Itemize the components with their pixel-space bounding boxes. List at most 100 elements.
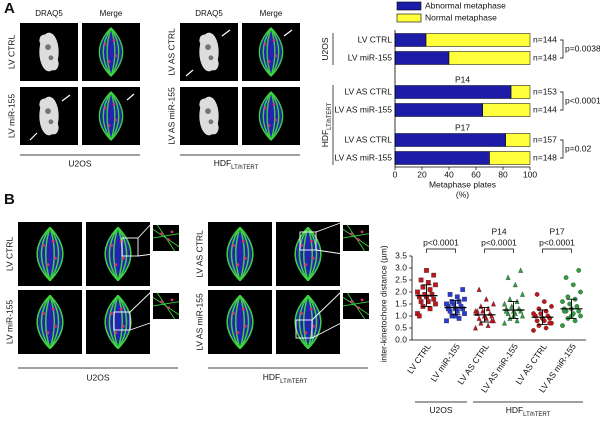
y-tick-label: 2.5 bbox=[395, 274, 407, 284]
data-point bbox=[462, 296, 467, 302]
x-tick-label: 0 bbox=[393, 169, 398, 179]
data-point bbox=[462, 311, 467, 316]
group-sub: LT/hTERT bbox=[327, 102, 333, 129]
data-point bbox=[561, 308, 567, 314]
column-header: Merge bbox=[260, 9, 283, 18]
x-tick-label: 60 bbox=[471, 169, 481, 179]
row-label: LV AS CTRL bbox=[166, 28, 176, 76]
group-name: U2OS bbox=[320, 37, 330, 60]
bar-segment bbox=[394, 33, 427, 47]
data-point bbox=[512, 281, 518, 288]
y-axis-label: inter-kinetochore distance (µm) bbox=[378, 245, 388, 363]
data-point bbox=[424, 268, 429, 273]
data-point bbox=[520, 291, 525, 297]
p-bracket bbox=[426, 248, 456, 253]
n-label: n=148 bbox=[533, 52, 557, 62]
data-point bbox=[478, 320, 484, 326]
p-label: p<0.0001 bbox=[481, 237, 517, 247]
bar-segment bbox=[394, 151, 490, 165]
micrograph-inset bbox=[343, 292, 369, 320]
data-point bbox=[474, 308, 480, 314]
data-point bbox=[563, 275, 569, 280]
data-point bbox=[433, 301, 438, 307]
bar-segment bbox=[394, 85, 512, 99]
group-name: U2OS bbox=[429, 405, 452, 415]
p-label: p<0.0001 bbox=[565, 95, 600, 105]
data-point bbox=[476, 315, 482, 321]
row-label: LV AS CTRL bbox=[194, 230, 204, 278]
micrograph bbox=[208, 290, 272, 354]
sd-bar bbox=[566, 298, 577, 319]
subgroup-label: P17 bbox=[549, 226, 564, 236]
data-point bbox=[427, 287, 433, 292]
micrograph bbox=[18, 290, 82, 354]
micrograph bbox=[82, 22, 140, 82]
data-point bbox=[456, 299, 462, 304]
data-point bbox=[433, 282, 438, 288]
bar-segment bbox=[394, 103, 483, 117]
data-point bbox=[507, 296, 513, 302]
data-point bbox=[520, 312, 525, 319]
y-tick-label: 1.5 bbox=[395, 298, 407, 308]
data-point bbox=[549, 304, 554, 309]
data-point bbox=[531, 328, 536, 333]
y-tick-label: 3.5 bbox=[395, 250, 407, 260]
row-label: LV CTRL bbox=[358, 34, 393, 44]
x-tick-label: 100 bbox=[523, 169, 537, 179]
data-point bbox=[576, 308, 582, 314]
data-point bbox=[473, 324, 478, 331]
data-point bbox=[491, 300, 496, 307]
data-point bbox=[483, 296, 489, 302]
group-sub: LT/hTERT bbox=[523, 412, 550, 418]
data-point bbox=[578, 289, 583, 295]
data-point bbox=[416, 294, 422, 300]
cell-line-label: HDFLT/hTERT bbox=[263, 372, 308, 384]
data-point bbox=[444, 318, 449, 324]
bar-segment bbox=[394, 133, 506, 147]
micrograph bbox=[242, 86, 300, 146]
data-point bbox=[576, 268, 582, 273]
n-label: n=153 bbox=[533, 86, 557, 96]
data-point bbox=[485, 322, 491, 328]
p-label: p<0.0001 bbox=[423, 237, 459, 247]
row-label: LV AS CTRL bbox=[344, 86, 392, 96]
sd-bar bbox=[421, 284, 432, 307]
data-point bbox=[445, 306, 451, 312]
data-point bbox=[572, 318, 578, 324]
data-point bbox=[502, 300, 507, 307]
x-tick-label: 40 bbox=[444, 169, 454, 179]
data-point bbox=[509, 303, 515, 309]
p-bracket bbox=[560, 91, 564, 111]
data-point bbox=[543, 325, 549, 331]
data-point bbox=[502, 320, 507, 326]
column-header: DRAQ5 bbox=[35, 9, 63, 18]
x-tick-label: LV CTRL bbox=[405, 341, 433, 375]
data-point bbox=[429, 292, 435, 297]
sd-bar bbox=[450, 299, 461, 316]
bar-segment bbox=[482, 103, 531, 117]
cell-line-label: U2OS bbox=[68, 158, 91, 168]
data-point bbox=[418, 299, 424, 304]
sd-bar bbox=[537, 309, 548, 325]
legend-swatch bbox=[396, 13, 422, 23]
micrograph-inset bbox=[153, 224, 179, 252]
data-point bbox=[454, 294, 460, 300]
n-label: n=157 bbox=[533, 134, 557, 144]
micrograph bbox=[180, 87, 238, 145]
p-bracket bbox=[542, 248, 572, 253]
p-bracket bbox=[560, 39, 564, 59]
data-point bbox=[514, 317, 520, 324]
y-tick-label: 3.0 bbox=[395, 262, 407, 272]
data-point bbox=[560, 299, 565, 304]
data-point bbox=[570, 282, 576, 288]
data-point bbox=[415, 289, 420, 295]
row-label: LV AS miR-155 bbox=[335, 104, 393, 114]
micrograph bbox=[20, 23, 78, 81]
data-point bbox=[431, 272, 437, 278]
legend-label: Abnormal metaphase bbox=[425, 0, 506, 10]
n-label: n=144 bbox=[533, 104, 557, 114]
legend-label: Normal metaphase bbox=[425, 12, 497, 22]
data-point bbox=[547, 320, 553, 326]
data-point bbox=[578, 313, 583, 319]
micrograph-inset bbox=[153, 292, 179, 320]
